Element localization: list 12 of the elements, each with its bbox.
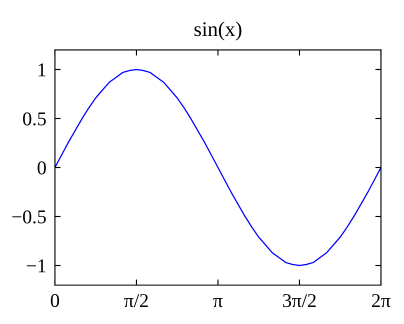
line-series xyxy=(54,68,381,266)
x-tick-label: 0 xyxy=(50,294,60,308)
y-tick-label: −0.5 xyxy=(12,210,46,224)
y-tick-label: 1 xyxy=(38,63,46,76)
x-tick-label: 3π/2 xyxy=(283,294,316,308)
y-tick-label: −1 xyxy=(26,259,46,272)
x-tick-label: π/2 xyxy=(124,294,148,308)
x-tick-label: 2π xyxy=(372,294,390,308)
chart-title: sin(x) xyxy=(194,22,242,40)
y-tick-label: 0 xyxy=(38,161,46,174)
x-tick-label: π xyxy=(213,298,223,308)
y-tick-label: 0.5 xyxy=(23,112,46,126)
